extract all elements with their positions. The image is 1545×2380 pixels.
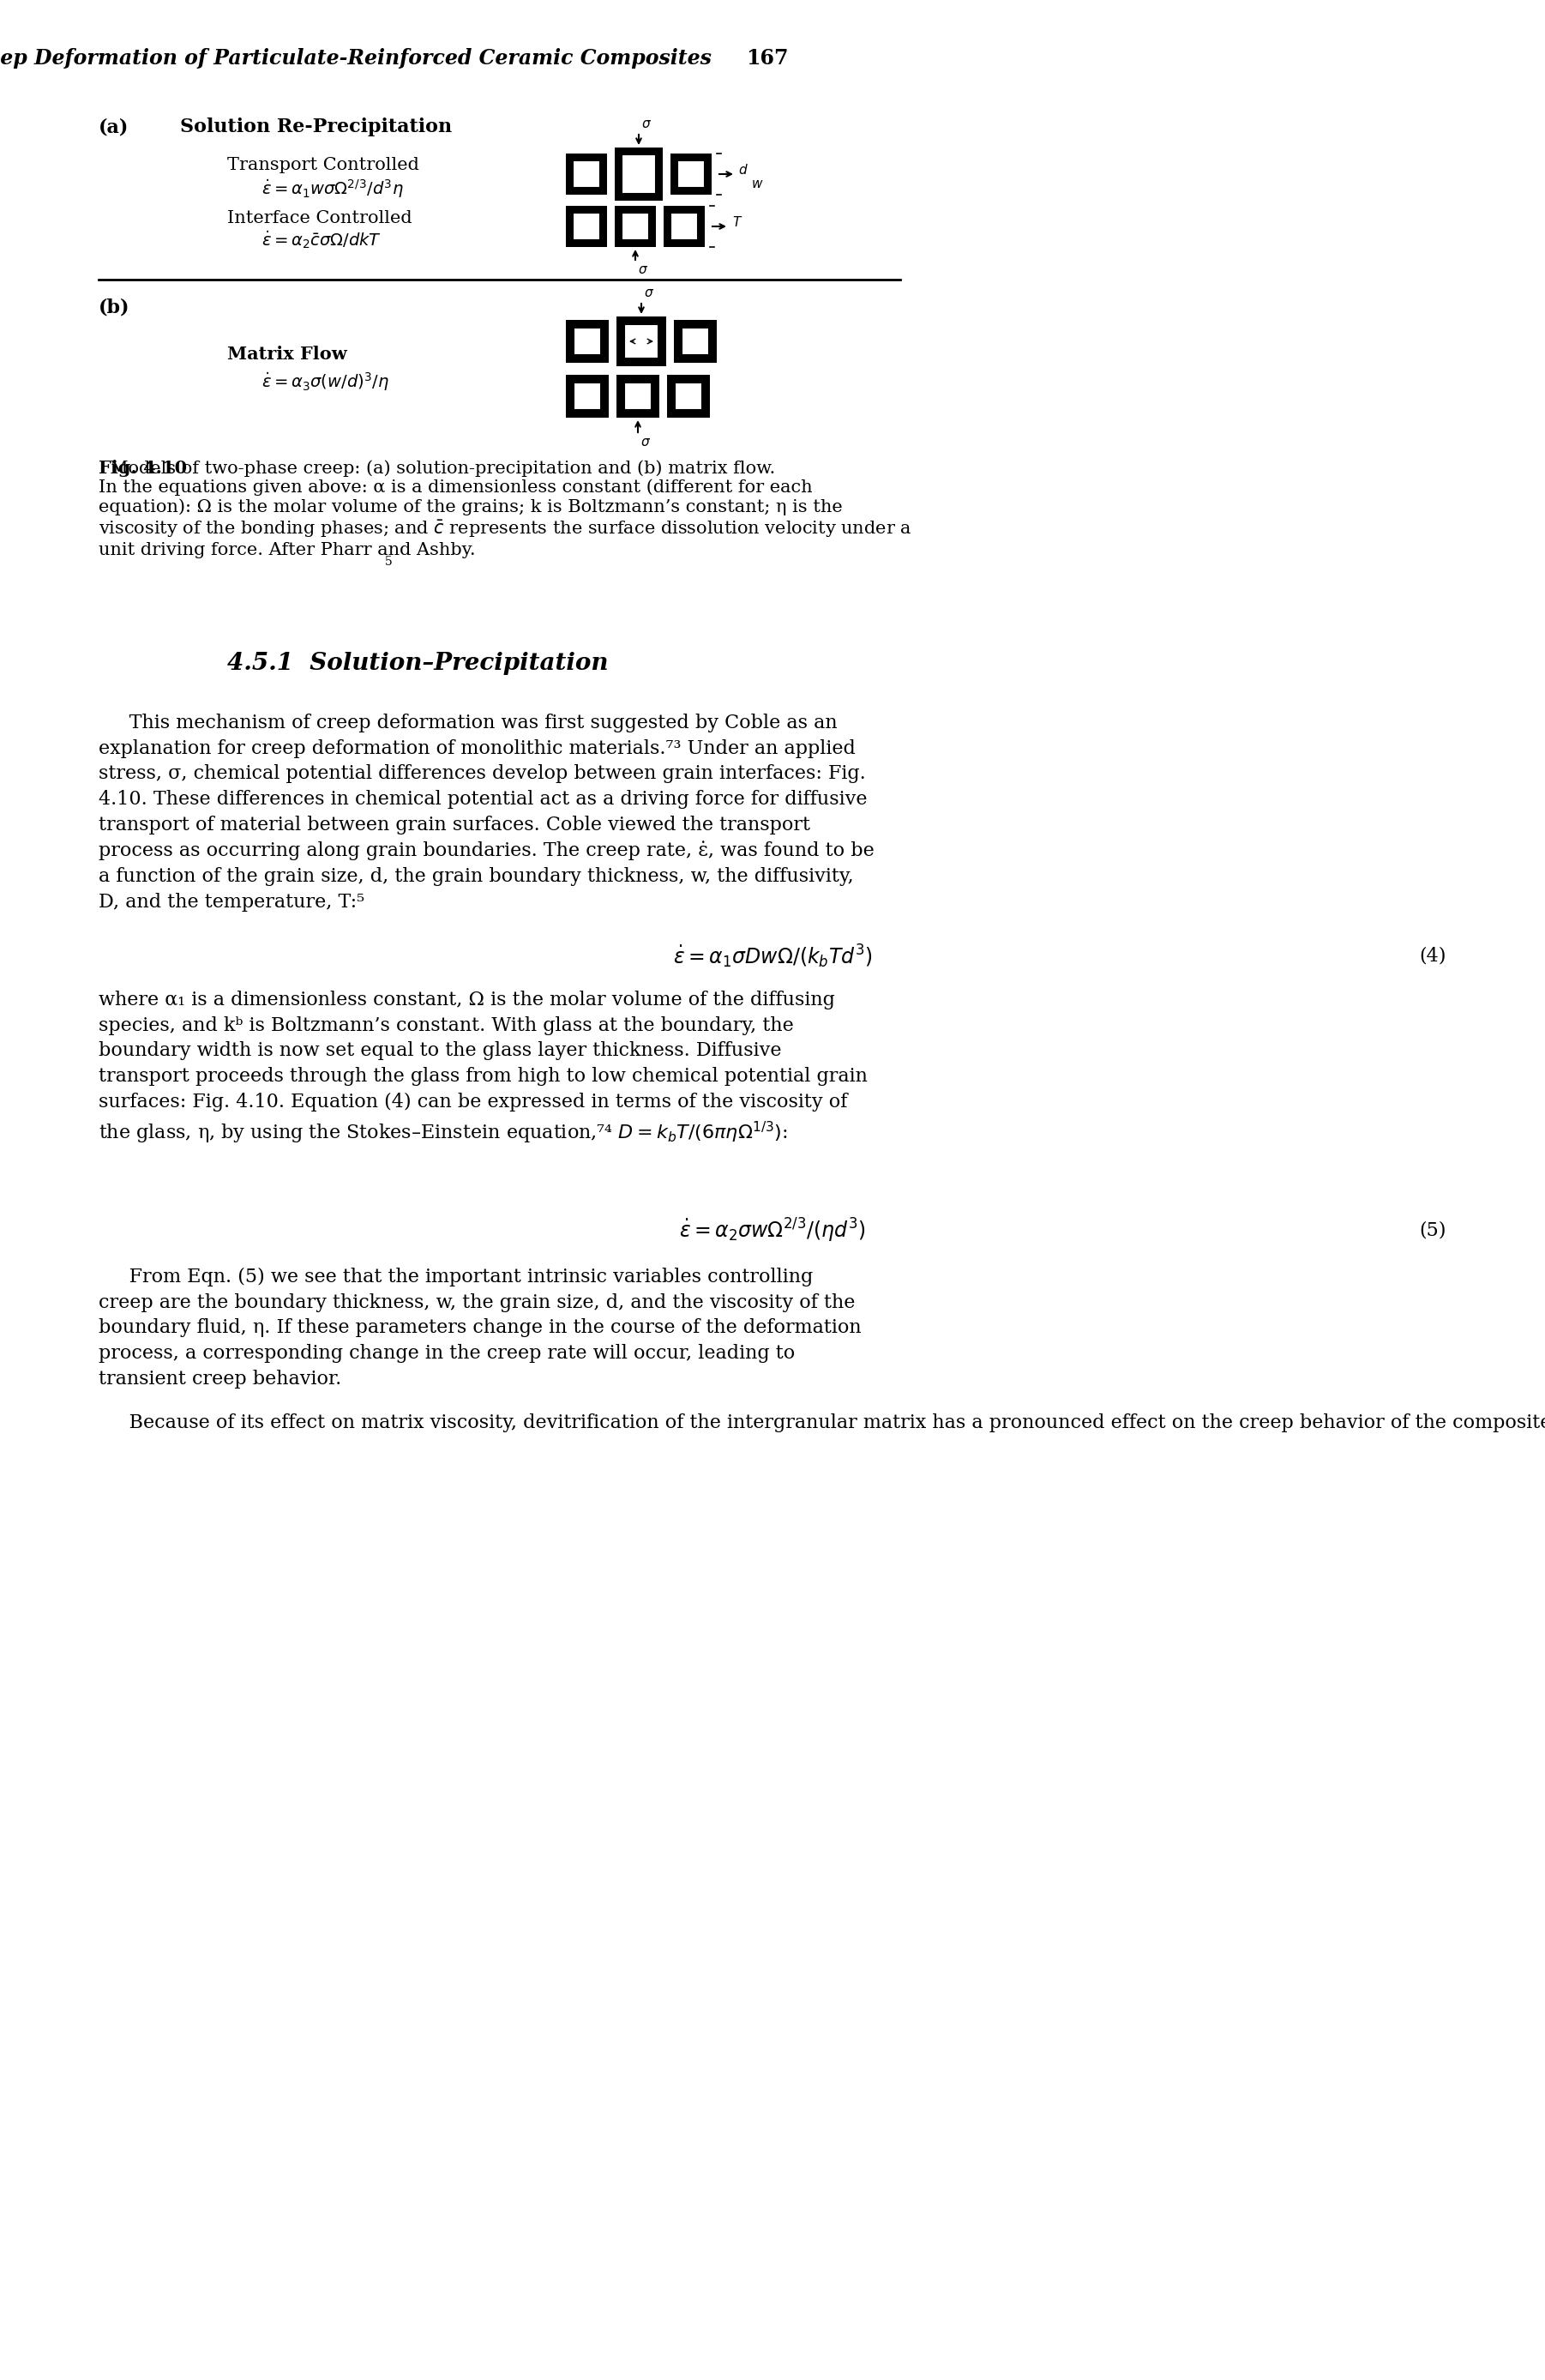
Text: Solution Re-Precipitation: Solution Re-Precipitation — [181, 117, 453, 136]
Text: $\dot{\varepsilon}=\alpha_2\bar{c}\sigma\Omega/dkT$: $\dot{\varepsilon}=\alpha_2\bar{c}\sigma… — [261, 228, 382, 250]
Text: $T$: $T$ — [732, 214, 743, 228]
Bar — [681, 328, 709, 355]
Text: $\dot{\varepsilon} = \alpha_1 \sigma Dw\Omega/(k_b Td^3)$: $\dot{\varepsilon} = \alpha_1 \sigma Dw\… — [672, 942, 873, 969]
Bar — [671, 155, 712, 195]
Text: $\dot{\varepsilon} = \alpha_2 \sigma w\Omega^{2/3}/(\eta d^3)$: $\dot{\varepsilon} = \alpha_2 \sigma w\O… — [680, 1216, 865, 1245]
Bar — [615, 205, 657, 248]
Bar — [677, 159, 705, 188]
Text: Matrix Flow: Matrix Flow — [227, 345, 348, 362]
Bar — [624, 324, 658, 359]
Bar — [573, 383, 601, 409]
Text: Transport Controlled: Transport Controlled — [227, 157, 419, 174]
Text: $\sigma$: $\sigma$ — [641, 119, 652, 131]
Text: Because of its effect on matrix viscosity, devitrification of the intergranular : Because of its effect on matrix viscosit… — [99, 1414, 1545, 1433]
Bar — [565, 374, 609, 416]
Bar — [621, 212, 649, 240]
Text: 5: 5 — [385, 557, 392, 569]
Text: 167: 167 — [746, 48, 788, 69]
Bar — [616, 317, 666, 367]
Bar — [573, 159, 599, 188]
Bar — [664, 205, 705, 248]
Text: This mechanism of creep deformation was first suggested by Coble as an
explanati: This mechanism of creep deformation was … — [99, 714, 874, 912]
Text: 4.5.1  Solution–Precipitation: 4.5.1 Solution–Precipitation — [227, 652, 609, 676]
Bar — [565, 319, 609, 362]
Text: $\sigma$: $\sigma$ — [644, 288, 654, 300]
Text: where α₁ is a dimensionless constant, Ω is the molar volume of the diffusing
spe: where α₁ is a dimensionless constant, Ω … — [99, 990, 868, 1145]
Text: (a): (a) — [99, 117, 128, 136]
Bar — [615, 148, 663, 200]
Bar — [675, 383, 701, 409]
Text: Creep Deformation of Particulate-Reinforced Ceramic Composites: Creep Deformation of Particulate-Reinfor… — [0, 48, 712, 69]
Text: From Eqn. (5) we see that the important intrinsic variables controlling
creep ar: From Eqn. (5) we see that the important … — [99, 1269, 862, 1388]
Text: (5): (5) — [1420, 1221, 1446, 1240]
Text: Interface Controlled: Interface Controlled — [227, 209, 413, 226]
Bar — [616, 374, 660, 416]
Text: $\sigma$: $\sigma$ — [641, 436, 650, 447]
Text: (4): (4) — [1420, 947, 1446, 966]
Text: (b): (b) — [99, 298, 130, 317]
Bar — [573, 328, 601, 355]
Text: Fig. 4.10: Fig. 4.10 — [99, 459, 187, 476]
Text: $\sigma$: $\sigma$ — [638, 264, 649, 276]
Bar — [671, 212, 698, 240]
Text: $\dot{\varepsilon}=\alpha_1 w\sigma\Omega^{2/3}/d^3\eta$: $\dot{\varepsilon}=\alpha_1 w\sigma\Omeg… — [261, 178, 403, 200]
Bar — [624, 383, 652, 409]
Bar — [565, 155, 607, 195]
Bar — [573, 212, 599, 240]
Text: Models of two-phase creep: (a) solution-precipitation and (b) matrix flow.
In th: Models of two-phase creep: (a) solution-… — [99, 459, 912, 559]
Bar — [565, 205, 607, 248]
Bar — [667, 374, 709, 416]
Bar — [621, 155, 657, 193]
Bar — [674, 319, 717, 362]
Text: $\dot{\varepsilon}=\alpha_3\sigma(w/d)^3/\eta$: $\dot{\varepsilon}=\alpha_3\sigma(w/d)^3… — [261, 371, 389, 393]
Text: $d$: $d$ — [739, 162, 748, 176]
Text: $w$: $w$ — [751, 178, 763, 190]
